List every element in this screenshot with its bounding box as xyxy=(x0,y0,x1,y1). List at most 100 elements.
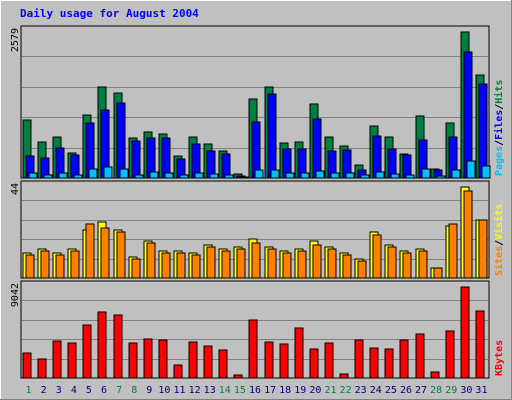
bar-kbytes-day-27 xyxy=(415,333,425,379)
bar-sites-day-27 xyxy=(418,250,428,279)
bar-kbytes-day-20 xyxy=(309,348,319,379)
bar-sites-day-16 xyxy=(251,242,261,279)
x-tick-label-day-13: 13 xyxy=(204,385,216,396)
bar-pages-day-10 xyxy=(164,172,174,179)
bar-sites-day-8 xyxy=(131,258,141,279)
x-tick-label-day-3: 3 xyxy=(56,385,62,396)
bar-sites-day-6 xyxy=(100,227,110,279)
x-tick-label-day-6: 6 xyxy=(101,385,107,396)
bar-pages-day-17 xyxy=(270,169,280,179)
bar-pages-day-19 xyxy=(300,172,310,179)
bar-kbytes-day-9 xyxy=(143,338,153,379)
bar-kbytes-day-30 xyxy=(460,286,470,379)
bar-pages-day-6 xyxy=(103,166,113,179)
bar-kbytes-day-2 xyxy=(37,358,47,379)
bar-pages-day-28 xyxy=(436,175,446,179)
side-label-pages: Pages xyxy=(494,146,505,176)
x-tick-label-day-15: 15 xyxy=(234,385,246,396)
x-tick-label-day-26: 26 xyxy=(400,385,412,396)
bar-kbytes-day-13 xyxy=(203,345,213,379)
x-tick-label-day-31: 31 xyxy=(475,385,487,396)
x-tick-label-day-21: 21 xyxy=(324,385,336,396)
side-label-separator: / xyxy=(494,104,505,110)
bar-files-day-17 xyxy=(267,93,277,179)
bar-kbytes-day-7 xyxy=(113,314,123,379)
side-label-kbytes: KBytes xyxy=(494,340,505,376)
bar-files-day-10 xyxy=(161,137,171,179)
bar-pages-day-4 xyxy=(73,174,83,179)
bar-sites-day-29 xyxy=(448,223,458,279)
bar-kbytes-day-12 xyxy=(188,341,198,379)
bar-pages-day-22 xyxy=(345,172,355,179)
x-tick-label-day-18: 18 xyxy=(279,385,291,396)
side-label-separator: / xyxy=(494,240,505,246)
bar-pages-day-15 xyxy=(239,176,249,179)
bar-sites-day-10 xyxy=(161,252,171,279)
bar-sites-day-12 xyxy=(191,254,201,279)
bar-kbytes-day-25 xyxy=(384,348,394,379)
bar-pages-day-3 xyxy=(58,172,68,179)
bar-kbytes-day-24 xyxy=(369,347,379,379)
bar-sites-day-5 xyxy=(85,223,95,279)
bar-pages-day-20 xyxy=(315,170,325,179)
bar-pages-day-24 xyxy=(375,171,385,179)
x-tick-label-day-7: 7 xyxy=(116,385,122,396)
bar-kbytes-day-17 xyxy=(264,341,274,379)
x-tick-label-day-10: 10 xyxy=(158,385,170,396)
bar-sites-day-21 xyxy=(327,248,337,279)
bar-kbytes-day-15 xyxy=(233,374,243,379)
bar-pages-day-31 xyxy=(481,165,491,179)
bar-pages-day-7 xyxy=(119,168,129,179)
x-tick-label-day-30: 30 xyxy=(460,385,472,396)
bar-pages-day-12 xyxy=(194,172,204,179)
bar-sites-day-3 xyxy=(55,254,65,279)
bar-pages-day-2 xyxy=(43,174,53,179)
bar-pages-day-29 xyxy=(451,169,461,179)
bar-pages-day-25 xyxy=(390,173,400,179)
side-label-files: Files xyxy=(493,110,505,140)
bar-kbytes-day-26 xyxy=(399,339,409,379)
bar-pages-day-5 xyxy=(88,168,98,179)
bar-sites-day-28 xyxy=(433,267,443,279)
bar-pages-day-23 xyxy=(360,174,370,179)
side-label-separator: / xyxy=(494,140,505,146)
bar-sites-day-4 xyxy=(70,250,80,279)
x-tick-label-day-20: 20 xyxy=(309,385,321,396)
bar-pages-day-13 xyxy=(209,173,219,179)
bar-kbytes-day-29 xyxy=(445,330,455,379)
x-tick-label-day-9: 9 xyxy=(146,385,152,396)
x-tick-label-day-25: 25 xyxy=(385,385,397,396)
bar-pages-day-16 xyxy=(254,169,264,179)
bar-sites-day-31 xyxy=(478,219,488,279)
bar-kbytes-day-31 xyxy=(475,310,485,379)
x-tick-label-day-29: 29 xyxy=(445,385,457,396)
side-label-sites: Sites xyxy=(493,246,505,276)
bar-kbytes-day-6 xyxy=(97,311,107,379)
bar-kbytes-day-19 xyxy=(294,327,304,379)
bar-sites-day-9 xyxy=(146,242,156,279)
bar-sites-day-13 xyxy=(206,246,216,279)
bar-pages-day-21 xyxy=(330,172,340,179)
bar-sites-day-14 xyxy=(221,250,231,279)
bar-files-day-20 xyxy=(312,118,322,179)
bar-pages-day-14 xyxy=(224,174,234,179)
bar-kbytes-day-28 xyxy=(430,371,440,379)
x-tick-label-day-8: 8 xyxy=(131,385,137,396)
bar-kbytes-day-22 xyxy=(339,373,349,379)
bar-sites-day-30 xyxy=(463,190,473,279)
bar-pages-day-8 xyxy=(134,174,144,179)
bar-kbytes-day-14 xyxy=(218,349,228,379)
bar-pages-day-27 xyxy=(421,168,431,179)
bar-sites-day-18 xyxy=(282,252,292,279)
bar-pages-day-18 xyxy=(285,172,295,179)
bar-sites-day-26 xyxy=(402,252,412,279)
bar-sites-day-24 xyxy=(372,234,382,279)
bar-kbytes-day-4 xyxy=(67,342,77,379)
x-tick-label-day-24: 24 xyxy=(370,385,382,396)
side-label-hits: Pages/Files/Hits xyxy=(493,80,505,176)
bar-kbytes-day-21 xyxy=(324,342,334,379)
bar-sites-day-11 xyxy=(176,252,186,279)
bar-sites-day-22 xyxy=(342,254,352,279)
bar-kbytes-day-1 xyxy=(22,352,32,379)
